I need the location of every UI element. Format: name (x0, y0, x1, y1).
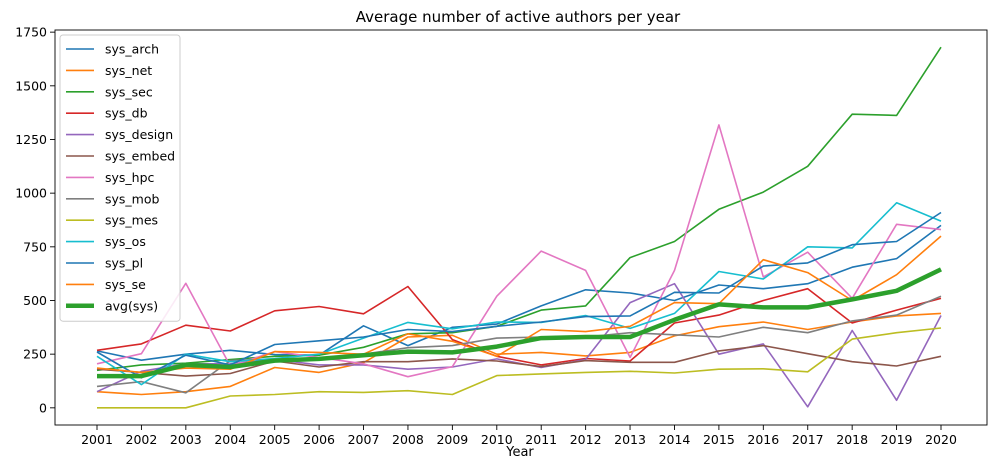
y-tick-label: 1750 (15, 25, 47, 40)
y-tick-label: 500 (23, 293, 47, 308)
legend-label-sys-db: sys_db (105, 106, 148, 121)
legend-label-sys-hpc: sys_hpc (105, 170, 155, 185)
x-tick-label: 2009 (436, 432, 468, 447)
y-tick-label: 1500 (15, 78, 47, 93)
series-layer (96, 46, 942, 409)
legend-box (59, 34, 181, 322)
series-line-sys-pl (96, 211, 942, 379)
y-tick-label: 250 (23, 347, 47, 362)
legend-label-sys-net: sys_net (105, 63, 152, 78)
x-tick-label: 2011 (525, 432, 557, 447)
y-tick-label: 750 (23, 239, 47, 254)
y-tick-label: 1250 (15, 132, 47, 147)
x-tick-label: 2003 (170, 432, 202, 447)
series-line-avg-sys- (97, 267, 942, 379)
legend-label-sys-arch: sys_arch (105, 42, 159, 57)
legend-label-sys-mes: sys_mes (105, 213, 158, 228)
x-tick-label: 2018 (836, 432, 868, 447)
plot-frame (54, 29, 988, 426)
series-line-sys-arch (96, 224, 942, 362)
y-tick-label: 0 (39, 400, 47, 415)
x-tick-label: 2017 (792, 432, 824, 447)
legend: sys_arch sys_net sys_sec sys_db sys_designsy… (59, 34, 181, 322)
plot-area (54, 29, 988, 426)
legend-label-sys-pl: sys_pl (105, 256, 143, 271)
series-line-sys-mob (96, 295, 942, 394)
series-line-sys-design (96, 282, 942, 408)
x-tick-label: 2012 (570, 432, 602, 447)
legend-label-sys-embed: sys_embed (105, 149, 175, 164)
x-tick-label: 2008 (392, 432, 424, 447)
x-tick-label: 2010 (481, 432, 513, 447)
series-line-sys-db (96, 285, 942, 366)
y-tick-label: 1000 (15, 186, 47, 201)
chart-title: Average number of active authors per yea… (356, 8, 681, 26)
legend-label-sys-mob: sys_mob (105, 191, 159, 206)
x-tick-label: 2007 (348, 432, 380, 447)
x-tick-label: 2016 (747, 432, 779, 447)
series-line-sys-mes (97, 327, 942, 409)
x-axis-label: Year (505, 445, 534, 460)
y-axis: 0 250 500 750 1000 1250 1500 1750 (15, 25, 55, 415)
legend-label-avg-sys-: avg(sys) (105, 298, 158, 313)
x-tick-label: 2020 (925, 432, 957, 447)
x-axis: 2001 2002 2003 2004 2005 2006 2007 2008 2009 2010… (81, 425, 957, 447)
legend-label-sys-sec: sys_sec (105, 84, 153, 99)
legend-label-sys-design: sys_design (105, 127, 173, 142)
x-tick-label: 2005 (259, 432, 291, 447)
x-tick-label: 2006 (303, 432, 335, 447)
x-tick-label: 2002 (126, 432, 158, 447)
series-line-sys-net (96, 312, 942, 396)
x-tick-label: 2015 (703, 432, 735, 447)
series-line-sys-hpc (96, 124, 942, 378)
x-tick-label: 2014 (659, 432, 691, 447)
x-tick-label: 2004 (214, 432, 246, 447)
series-line-sys-sec (96, 46, 942, 372)
x-tick-label: 2019 (881, 432, 913, 447)
legend-label-sys-os: sys_os (105, 234, 146, 249)
x-tick-label: 2001 (81, 432, 113, 447)
legend-label-sys-se: sys_se (105, 277, 146, 292)
series-line-sys-embed (96, 344, 942, 377)
x-tick-label: 2013 (614, 432, 646, 447)
